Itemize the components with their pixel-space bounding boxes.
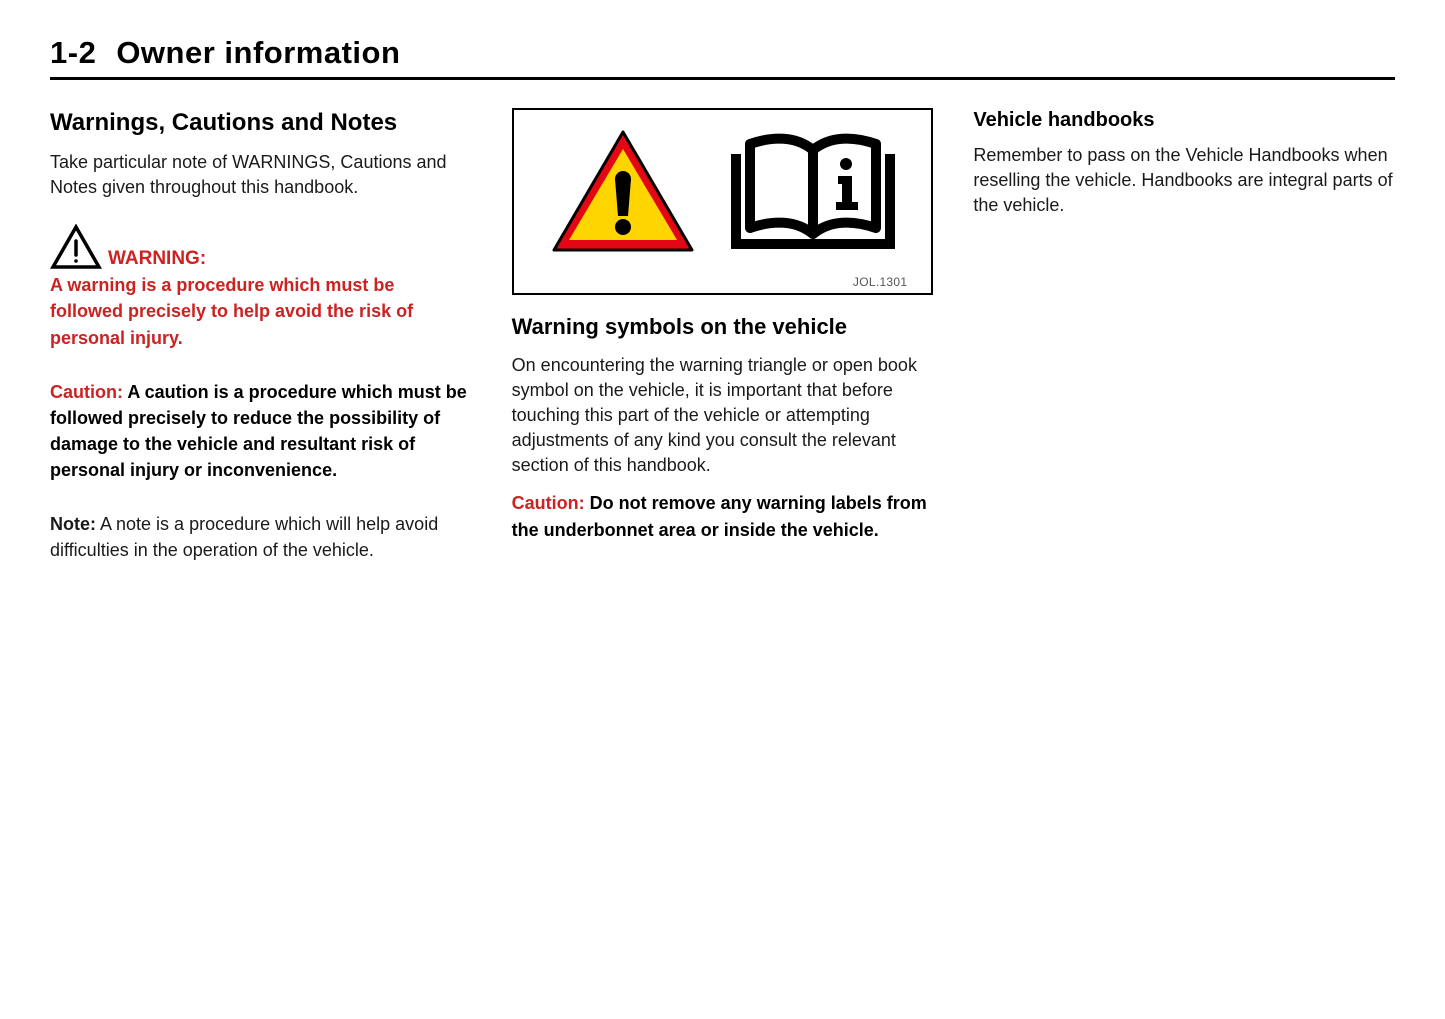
warning-triangle-color-icon — [548, 126, 698, 261]
page-header: 1-2 Owner information — [50, 35, 1395, 80]
column-1: Warnings, Cautions and Notes Take partic… — [50, 108, 472, 571]
figure-box: JOL.1301 — [512, 108, 934, 295]
warning-header: WARNING: — [50, 224, 472, 270]
note-text: A note is a procedure which will help av… — [50, 514, 438, 560]
column-2: JOL.1301 Warning symbols on the vehicle … — [512, 108, 934, 571]
symbols-heading: Warning symbols on the vehicle — [512, 313, 934, 341]
caution-block: Caution: A caution is a procedure which … — [50, 379, 472, 483]
note-label: Note: — [50, 514, 96, 534]
chapter-title: Owner information — [116, 35, 400, 70]
page-title: 1-2 Owner information — [50, 35, 1395, 71]
warning-text: A warning is a procedure which must be f… — [50, 272, 472, 350]
note-block: Note: A note is a procedure which will h… — [50, 511, 472, 563]
figure-reference: JOL.1301 — [538, 275, 908, 289]
warning-label: WARNING: — [108, 248, 206, 270]
intro-text: Take particular note of WARNINGS, Cautio… — [50, 150, 472, 200]
handbooks-heading: Vehicle handbooks — [973, 108, 1395, 133]
handbooks-body: Remember to pass on the Vehicle Handbook… — [973, 143, 1395, 219]
column-3: Vehicle handbooks Remember to pass on th… — [973, 108, 1395, 571]
warnings-heading: Warnings, Cautions and Notes — [50, 108, 472, 138]
caution-label: Caution: — [50, 382, 123, 402]
page-number: 1-2 — [50, 35, 96, 70]
caution-label-2: Caution: — [512, 493, 585, 513]
symbols-body: On encountering the warning triangle or … — [512, 353, 934, 479]
content-columns: Warnings, Cautions and Notes Take partic… — [50, 108, 1395, 571]
warning-triangle-icon — [50, 224, 102, 270]
caution-block-2: Caution: Do not remove any warning label… — [512, 490, 934, 542]
open-book-info-icon — [728, 126, 898, 261]
warning-block: WARNING: A warning is a procedure which … — [50, 224, 472, 350]
figure-content — [538, 126, 908, 275]
